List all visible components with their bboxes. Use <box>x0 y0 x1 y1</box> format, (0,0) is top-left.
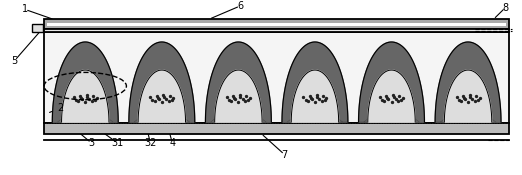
Text: 32: 32 <box>144 138 157 148</box>
Text: 2: 2 <box>57 103 63 113</box>
Polygon shape <box>52 42 118 122</box>
Bar <box>44 19 509 29</box>
Bar <box>44 32 509 123</box>
Polygon shape <box>444 70 492 122</box>
Polygon shape <box>206 42 271 122</box>
Text: 5: 5 <box>11 56 18 66</box>
Bar <box>44 29 509 32</box>
Polygon shape <box>359 42 424 122</box>
Bar <box>47 23 506 26</box>
Text: 31: 31 <box>111 138 124 148</box>
Text: 7: 7 <box>281 150 288 160</box>
Text: 8: 8 <box>502 3 508 13</box>
Bar <box>44 123 509 134</box>
Polygon shape <box>62 70 109 122</box>
Polygon shape <box>282 42 348 122</box>
Text: 6: 6 <box>237 1 243 11</box>
Text: 4: 4 <box>169 138 175 148</box>
Text: 1: 1 <box>22 4 28 14</box>
Polygon shape <box>291 70 339 122</box>
Bar <box>32 24 43 32</box>
Polygon shape <box>129 42 195 122</box>
Polygon shape <box>215 70 262 122</box>
Polygon shape <box>138 70 185 122</box>
Polygon shape <box>368 70 415 122</box>
Polygon shape <box>435 42 501 122</box>
Text: 3: 3 <box>88 138 94 148</box>
